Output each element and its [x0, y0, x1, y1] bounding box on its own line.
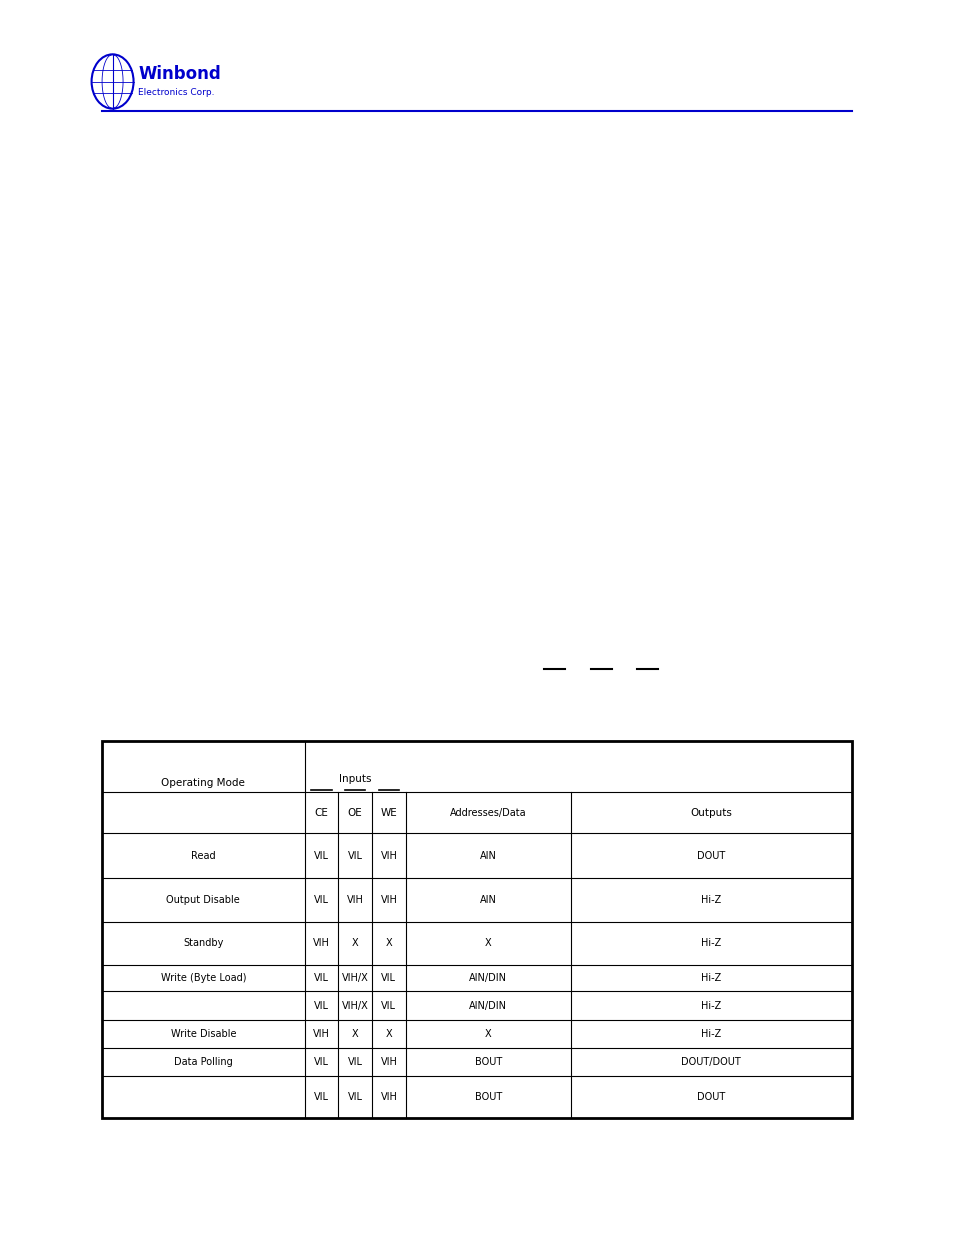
Text: WE: WE — [380, 808, 396, 818]
Text: DOUT: DOUT — [697, 1092, 724, 1102]
Text: VIL: VIL — [314, 973, 329, 983]
Text: Write Disable: Write Disable — [171, 1029, 235, 1039]
Text: VIL: VIL — [314, 851, 329, 861]
Text: Outputs: Outputs — [690, 808, 732, 818]
Text: Hi-Z: Hi-Z — [700, 1000, 720, 1010]
Text: VIL: VIL — [381, 973, 396, 983]
Text: VIH: VIH — [313, 1029, 330, 1039]
Text: VIL: VIL — [314, 895, 329, 905]
Text: Operating Mode: Operating Mode — [161, 778, 245, 788]
Text: VIL: VIL — [314, 1057, 329, 1067]
Text: Hi-Z: Hi-Z — [700, 939, 720, 948]
Text: VIH/X: VIH/X — [341, 1000, 368, 1010]
Text: VIL: VIL — [314, 1000, 329, 1010]
Text: DOUT: DOUT — [697, 851, 724, 861]
Text: VIL: VIL — [381, 1000, 396, 1010]
Text: AIN: AIN — [479, 851, 497, 861]
Text: X: X — [484, 939, 491, 948]
Text: X: X — [484, 1029, 491, 1039]
Text: VIH: VIH — [346, 895, 363, 905]
Text: VIH/X: VIH/X — [341, 973, 368, 983]
Text: Addresses/Data: Addresses/Data — [450, 808, 526, 818]
Text: OE: OE — [348, 808, 362, 818]
Text: Hi-Z: Hi-Z — [700, 895, 720, 905]
Text: AIN: AIN — [479, 895, 497, 905]
Text: VIH: VIH — [313, 939, 330, 948]
Text: Standby: Standby — [183, 939, 223, 948]
Text: Read: Read — [191, 851, 215, 861]
Text: VIL: VIL — [347, 1092, 362, 1102]
Text: Hi-Z: Hi-Z — [700, 973, 720, 983]
Text: Output Disable: Output Disable — [166, 895, 240, 905]
Text: Inputs: Inputs — [338, 774, 371, 784]
Text: Write (Byte Load): Write (Byte Load) — [160, 973, 246, 983]
Text: BOUT: BOUT — [475, 1057, 501, 1067]
Text: Hi-Z: Hi-Z — [700, 1029, 720, 1039]
Text: CE: CE — [314, 808, 328, 818]
Text: Winbond: Winbond — [138, 65, 221, 83]
Text: VIH: VIH — [380, 851, 396, 861]
Text: VIH: VIH — [380, 1057, 396, 1067]
Text: Data Polling: Data Polling — [173, 1057, 233, 1067]
Text: X: X — [385, 1029, 392, 1039]
Text: VIH: VIH — [380, 895, 396, 905]
Text: VIL: VIL — [347, 1057, 362, 1067]
Text: AIN/DIN: AIN/DIN — [469, 1000, 507, 1010]
Text: Electronics Corp.: Electronics Corp. — [138, 88, 214, 98]
Text: X: X — [385, 939, 392, 948]
Text: VIL: VIL — [347, 851, 362, 861]
Text: AIN/DIN: AIN/DIN — [469, 973, 507, 983]
Text: DOUT/DOUT: DOUT/DOUT — [680, 1057, 740, 1067]
Text: VIL: VIL — [314, 1092, 329, 1102]
Text: VIH: VIH — [380, 1092, 396, 1102]
Text: X: X — [352, 1029, 358, 1039]
Text: BOUT: BOUT — [475, 1092, 501, 1102]
Text: X: X — [352, 939, 358, 948]
Bar — [102, 741, 851, 1118]
